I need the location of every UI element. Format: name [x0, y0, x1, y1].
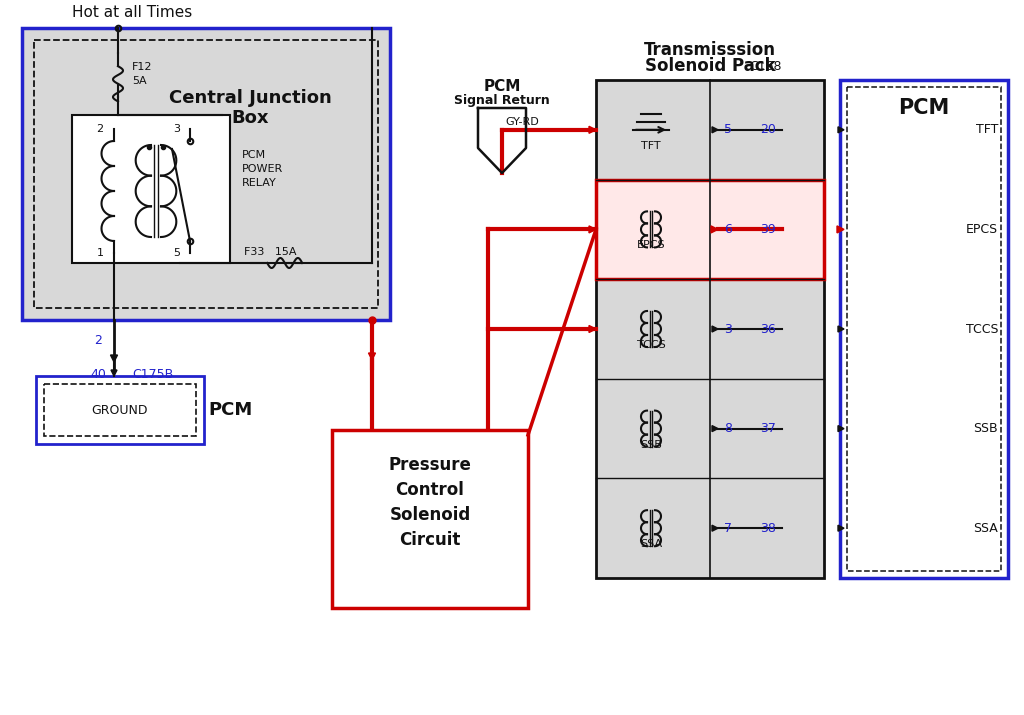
Text: 7: 7 [724, 522, 732, 535]
Text: Circuit: Circuit [399, 531, 461, 549]
Text: 5: 5 [173, 248, 180, 258]
Text: GY-RD: GY-RD [505, 117, 539, 127]
Bar [72, 115, 230, 263]
Text: SSB: SSB [640, 440, 662, 450]
Text: TCCS: TCCS [966, 322, 998, 335]
Text: 2: 2 [94, 333, 102, 347]
Text: F12: F12 [132, 62, 153, 72]
Text: TFT: TFT [976, 123, 998, 137]
Polygon shape [589, 226, 596, 233]
Text: 3: 3 [724, 322, 732, 335]
Polygon shape [589, 325, 596, 332]
Text: 40: 40 [90, 368, 105, 380]
Text: EPCS: EPCS [966, 223, 998, 236]
Bar [596, 179, 824, 279]
Text: POWER: POWER [242, 164, 284, 174]
Polygon shape [111, 370, 117, 376]
Text: PCM: PCM [898, 98, 949, 118]
Bar [596, 80, 824, 578]
Polygon shape [838, 326, 844, 332]
Polygon shape [369, 353, 376, 360]
Text: 3: 3 [173, 124, 180, 134]
Text: GROUND: GROUND [92, 403, 148, 417]
Bar [22, 28, 390, 320]
Text: 36: 36 [760, 322, 776, 335]
Text: PCM: PCM [208, 401, 252, 419]
Text: TCCS: TCCS [637, 340, 666, 350]
Text: Central Junction: Central Junction [169, 89, 332, 107]
Text: 20: 20 [760, 123, 776, 137]
Text: EPCS: EPCS [637, 240, 666, 250]
Text: 2: 2 [96, 124, 103, 134]
Polygon shape [111, 355, 118, 362]
Text: Control: Control [395, 481, 465, 499]
Polygon shape [589, 127, 596, 133]
Text: RELAY: RELAY [242, 178, 276, 188]
Polygon shape [838, 526, 844, 531]
Text: 5: 5 [724, 123, 732, 137]
Text: 1: 1 [96, 248, 103, 258]
Polygon shape [838, 425, 844, 432]
Polygon shape [711, 226, 718, 233]
Text: PCM: PCM [483, 79, 520, 94]
Bar [332, 430, 528, 608]
Text: PCM: PCM [242, 150, 266, 160]
Text: 5A: 5A [132, 76, 146, 86]
Text: Pressure: Pressure [388, 456, 471, 474]
Text: SSA: SSA [640, 539, 663, 549]
Text: Box: Box [231, 109, 269, 127]
Polygon shape [712, 127, 718, 133]
Bar [36, 376, 204, 444]
Polygon shape [837, 226, 844, 233]
Text: 38: 38 [760, 522, 776, 535]
Polygon shape [478, 108, 526, 173]
Text: SSB: SSB [974, 422, 998, 435]
Bar [44, 384, 196, 436]
Polygon shape [838, 127, 844, 133]
Text: Hot at all Times: Hot at all Times [72, 4, 193, 19]
Text: 6: 6 [724, 223, 732, 236]
Text: Transmisssion: Transmisssion [644, 41, 776, 59]
Bar [847, 87, 1001, 571]
Bar [34, 40, 378, 308]
Bar [840, 80, 1008, 578]
Text: TFT: TFT [641, 141, 660, 151]
Text: SSA: SSA [973, 522, 998, 535]
Text: 39: 39 [760, 223, 776, 236]
Polygon shape [712, 326, 718, 332]
Text: 37: 37 [760, 422, 776, 435]
Text: Solenoid: Solenoid [389, 506, 471, 524]
Text: F33   15A: F33 15A [244, 247, 297, 257]
Text: Signal Return: Signal Return [454, 94, 550, 107]
Polygon shape [712, 526, 718, 531]
Text: Solenoid Pack: Solenoid Pack [645, 57, 775, 75]
Text: C168: C168 [749, 59, 781, 72]
Text: 8: 8 [724, 422, 732, 435]
Polygon shape [712, 425, 718, 432]
Text: C175B: C175B [132, 368, 173, 380]
